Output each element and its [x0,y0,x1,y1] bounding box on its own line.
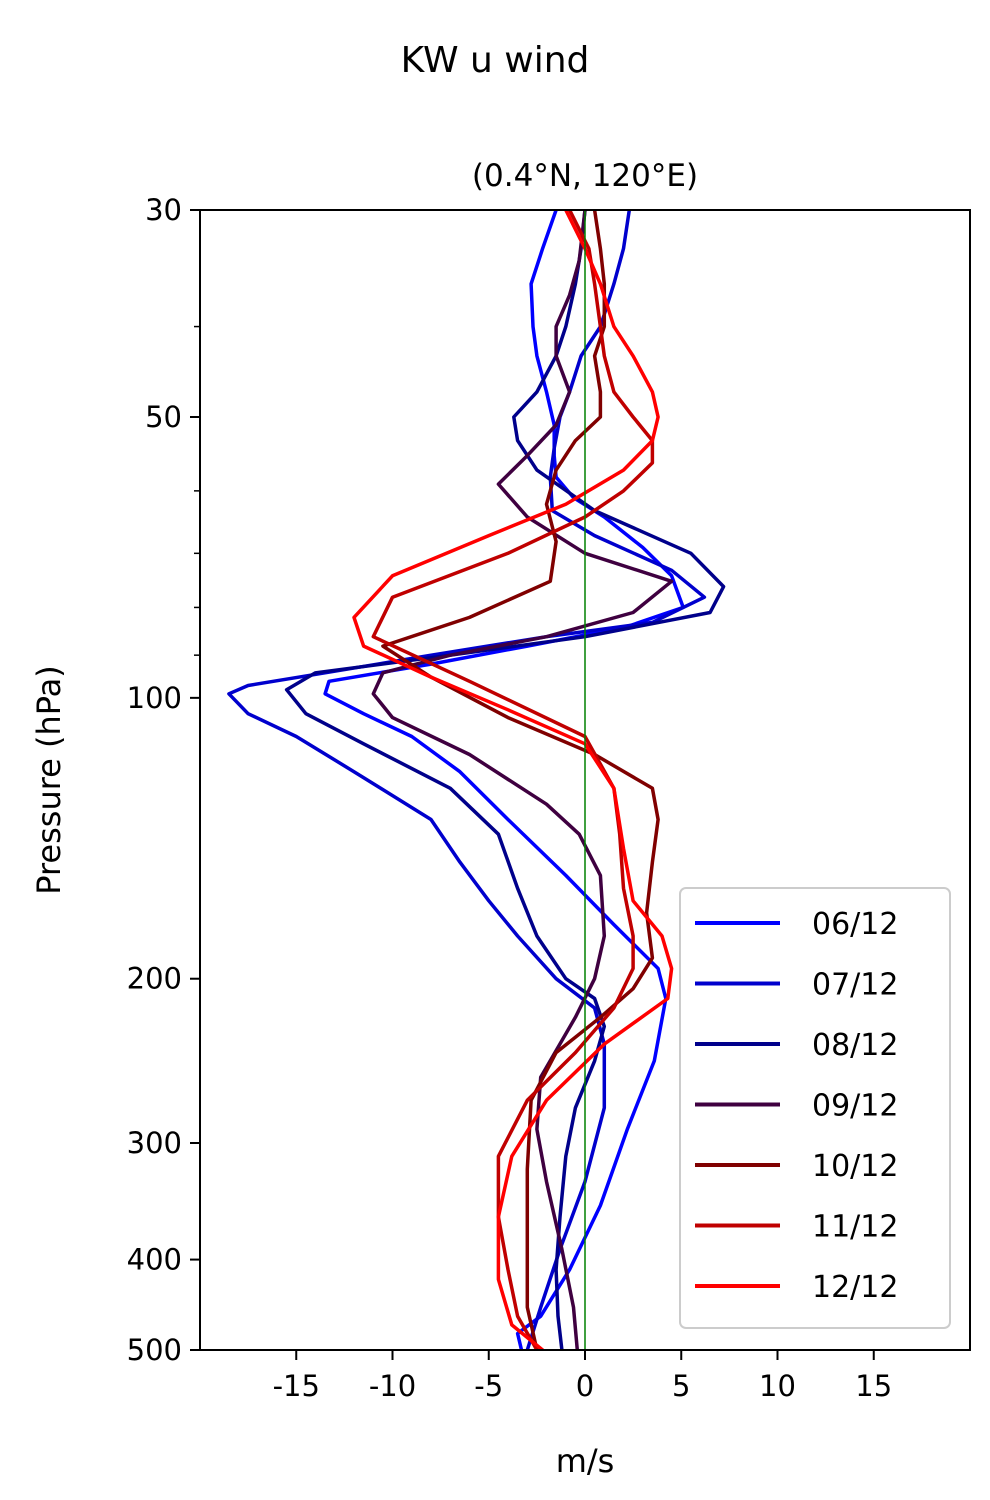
y-tick-label: 100 [127,681,182,715]
x-tick-label: -5 [474,1369,503,1403]
series-line-3 [371,210,674,1350]
x-axis-label: m/s [556,1442,615,1480]
series-line-6 [352,210,674,1350]
legend-label-1: 07/12 [812,968,898,1003]
series-group [227,210,726,1350]
x-tick-label: -15 [273,1369,320,1403]
y-tick-label: 300 [127,1126,182,1160]
x-axis: -15 -10 -5 0 5 10 15 [273,1350,892,1403]
y-axis: 30 50 100 200 300 400 500 [127,193,200,1367]
y-tick-label: 200 [127,962,182,996]
x-tick-label: 15 [855,1369,892,1403]
x-tick-label: 5 [672,1369,690,1403]
legend-label-2: 08/12 [812,1028,898,1063]
legend-label-5: 11/12 [812,1210,898,1245]
legend: 06/12 07/12 08/12 09/12 10/12 11/12 12/12 [679,887,951,1329]
legend-label-3: 09/12 [812,1089,898,1124]
series-line-0 [323,210,685,1350]
y-tick-label: 50 [145,400,182,434]
series-line-2 [284,210,726,1350]
x-tick-label: 0 [576,1369,594,1403]
chart-subtitle: (0.4°N, 120°E) [472,158,698,194]
x-tick-label: -10 [369,1369,416,1403]
plot-area [227,210,726,1350]
chart-title: KW u wind [401,40,590,81]
y-axis-label: Pressure (hPa) [30,665,68,895]
y-tick-label: 30 [145,193,182,227]
series-line-4 [381,210,660,1350]
legend-label-4: 10/12 [812,1149,898,1184]
legend-label-6: 12/12 [812,1270,898,1305]
y-tick-label: 400 [127,1243,182,1277]
legend-label-0: 06/12 [812,907,898,942]
series-line-5 [371,210,655,1350]
x-tick-label: 10 [759,1369,796,1403]
y-tick-label: 500 [127,1333,182,1367]
legend-box [679,887,951,1329]
